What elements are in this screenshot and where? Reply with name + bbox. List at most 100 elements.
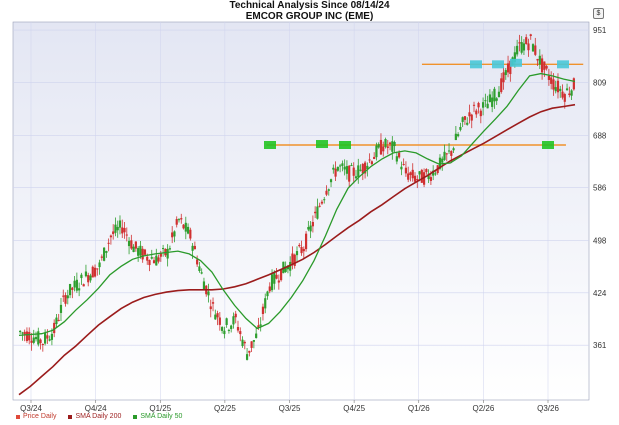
candle-body [334, 168, 337, 177]
candle-body [75, 279, 78, 291]
candle-body [513, 52, 516, 63]
candle-body [388, 142, 392, 145]
candle-body [275, 274, 278, 279]
legend-sma50-label: SMA Daily 50 [140, 413, 183, 420]
candle-body [64, 295, 67, 304]
price-label-icon[interactable]: $ [593, 8, 604, 19]
candle-body [316, 206, 319, 219]
candle-body [552, 79, 555, 90]
plot-area [12, 21, 590, 401]
candle-body [19, 330, 22, 333]
y-tick-label: 498 [593, 237, 607, 246]
signal-marker [542, 140, 554, 149]
legend-price-label: Price Daily [23, 413, 57, 420]
candle-body [137, 248, 140, 256]
candle-body [506, 63, 510, 73]
candle-body [318, 205, 321, 207]
candle-body [345, 166, 349, 174]
candle-body [150, 257, 153, 259]
candle-body [168, 248, 172, 250]
candle-body [350, 165, 353, 167]
candle-body [53, 322, 56, 334]
candle-body [50, 333, 54, 340]
y-tick-label: 361 [593, 341, 607, 350]
y-tick-label: 809 [593, 79, 607, 88]
candle-body [393, 142, 396, 147]
candle-body [363, 162, 367, 174]
candle-body [373, 156, 376, 160]
candle-body [39, 339, 42, 344]
candle-body [304, 233, 308, 250]
candle-body [475, 110, 478, 115]
candle-body [175, 219, 178, 225]
signal-marker [492, 60, 504, 69]
candle-body [529, 34, 532, 37]
candle-body [400, 166, 403, 170]
candle-body [398, 152, 401, 158]
candle-body [361, 164, 364, 174]
candle-body [538, 55, 541, 65]
candle-body [466, 122, 469, 125]
candle-body [379, 139, 383, 155]
candle-body [73, 280, 76, 288]
candle-body [307, 227, 310, 230]
candle-body [550, 77, 553, 84]
candle-body [479, 110, 482, 117]
candle-body [171, 232, 174, 238]
candle-body [155, 255, 158, 266]
candle-body [497, 91, 501, 98]
candle-body [359, 169, 362, 171]
candle-body [230, 325, 233, 330]
candle-body [48, 339, 51, 341]
candle-body [536, 58, 539, 61]
legend-item-sma200[interactable]: SMA Daily 200 [68, 413, 121, 420]
candle-body [293, 254, 296, 266]
candle-body [298, 244, 301, 247]
candle-body [311, 221, 314, 227]
candle-body [527, 43, 530, 51]
candle-body [25, 331, 29, 341]
legend-item-price[interactable]: Price Daily [16, 413, 56, 420]
candle-body [520, 42, 523, 53]
candle-body [495, 98, 498, 101]
candle-body [427, 173, 430, 180]
candle-body [565, 88, 569, 91]
candle-body [382, 146, 385, 152]
candle-body [352, 167, 355, 176]
candle-body [132, 246, 135, 253]
candle-body [300, 246, 303, 254]
candle-body [241, 339, 244, 347]
candle-body [245, 354, 249, 360]
candle-body [84, 271, 88, 277]
candle-body [341, 163, 344, 166]
candle-body [189, 229, 192, 239]
candle-body [391, 141, 394, 152]
legend-item-sma50[interactable]: SMA Daily 50 [133, 413, 182, 420]
price-swatch-icon [16, 414, 20, 419]
candle-body [504, 70, 507, 76]
candle-body [547, 75, 551, 80]
candle-body [493, 88, 496, 102]
x-tick-label: Q4/25 [343, 404, 365, 413]
candle-body [270, 274, 274, 291]
candle-body [375, 145, 378, 158]
candle-body [68, 283, 72, 296]
candle-body [207, 291, 210, 296]
candle-body [518, 42, 521, 44]
legend-sma200-label: SMA Daily 200 [75, 413, 122, 420]
candle-body [348, 165, 351, 182]
candle-body [121, 227, 124, 234]
y-axis: 951 809 688 586 498 424 361 [593, 26, 607, 350]
candle-body [368, 159, 371, 161]
candle-body [284, 266, 287, 272]
candle-body [484, 100, 487, 102]
candle-body [457, 134, 460, 137]
candle-body [37, 331, 40, 345]
candle-body [112, 231, 115, 235]
candle-body [411, 169, 414, 179]
candle-body [193, 245, 196, 250]
candle-body [540, 58, 544, 73]
legend: Price Daily SMA Daily 200 SMA Daily 50 [16, 413, 182, 420]
candle-body [314, 211, 317, 214]
